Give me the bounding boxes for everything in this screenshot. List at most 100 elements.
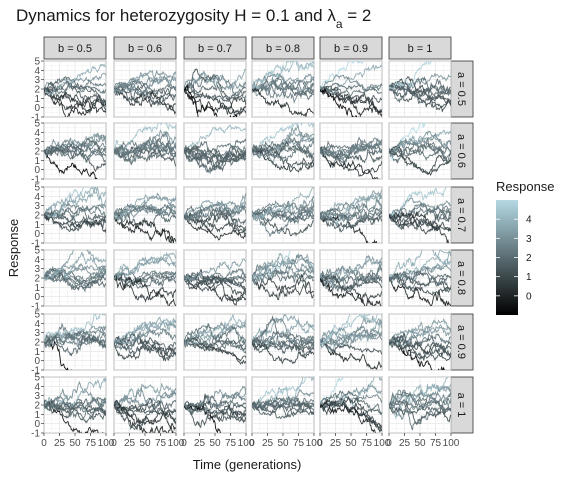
series-line <box>44 201 106 221</box>
facet-panel <box>183 249 247 307</box>
facet-panel <box>319 249 383 307</box>
facet-panel <box>319 60 383 118</box>
facet-panel <box>388 122 452 180</box>
y-tick-label: 5 <box>34 310 40 321</box>
y-tick-label: 2 <box>34 401 40 412</box>
series-line <box>44 400 106 413</box>
y-tick-label: 4 <box>34 255 40 266</box>
series-line <box>389 136 451 162</box>
x-tick-label: 100 <box>306 438 323 449</box>
series-line <box>44 205 106 222</box>
series-line <box>184 323 246 345</box>
series-line <box>184 85 246 103</box>
facet-column-label: b = 0.6 <box>128 43 162 55</box>
series-line <box>320 277 382 306</box>
y-tick-label: -1 <box>31 175 40 186</box>
series-line <box>184 84 246 101</box>
series-line <box>389 214 451 232</box>
series-line <box>320 390 382 415</box>
facet-column-label: b = 0.7 <box>198 43 232 55</box>
series-line <box>44 267 106 290</box>
series-line <box>320 314 382 345</box>
series-line <box>252 330 314 358</box>
series-line <box>114 201 176 222</box>
series-line <box>252 254 314 283</box>
series-line <box>252 79 314 96</box>
facet-column-label: b = 0.5 <box>58 43 92 55</box>
facet-panel <box>251 186 315 244</box>
legend-title: Response <box>496 179 555 194</box>
series-line <box>320 257 382 288</box>
series-line <box>252 317 314 345</box>
series-line <box>389 377 451 420</box>
series-line <box>44 149 98 179</box>
series-line <box>44 78 106 109</box>
series-line <box>320 377 374 406</box>
facet-row-strip: a = 0.6 <box>450 122 474 180</box>
series-line <box>184 144 246 161</box>
y-axis-label: Response <box>6 219 21 278</box>
series-line <box>184 141 246 164</box>
series-line <box>44 328 106 350</box>
y-tick-label: -1 <box>31 366 40 377</box>
facet-column-strip: b = 0.6 <box>113 36 177 60</box>
facet-panel <box>251 122 315 180</box>
series-line <box>320 146 379 179</box>
y-tick-label: 1 <box>34 156 40 167</box>
facet-panel <box>388 249 452 307</box>
facet-row-strip: a = 0.9 <box>450 313 474 371</box>
y-tick-label: 5 <box>34 373 40 384</box>
chart-title-subscript: a <box>336 17 343 31</box>
series-line <box>44 206 106 225</box>
series-line <box>320 74 382 91</box>
legend-color-bar <box>496 200 518 315</box>
series-line <box>320 274 382 302</box>
series-line <box>389 84 451 104</box>
series-line <box>184 124 246 152</box>
series-line <box>44 88 106 115</box>
series-line <box>114 69 176 94</box>
facet-column-label: b = 0.9 <box>334 43 368 55</box>
series-line <box>320 321 382 343</box>
y-tick-label: -1 <box>31 302 40 313</box>
x-tick-label: 25 <box>262 438 274 449</box>
series-line <box>320 83 382 97</box>
y-tick-label: 4 <box>34 66 40 77</box>
series-line <box>184 200 246 222</box>
y-tick-label: 3 <box>34 328 40 339</box>
series-line <box>114 400 176 426</box>
facet-panel <box>319 122 383 180</box>
series-line <box>389 340 451 359</box>
series-line <box>114 140 176 154</box>
series-line <box>320 325 382 348</box>
series-line <box>44 339 72 370</box>
facet-panel <box>183 60 247 118</box>
legend-tick-label: 1 <box>526 272 532 283</box>
series-line <box>44 187 92 219</box>
series-line <box>44 137 106 163</box>
series-line <box>252 396 314 411</box>
facet-panel <box>251 313 315 371</box>
facet-panel <box>43 376 107 434</box>
x-tick-label: 0 <box>249 438 255 449</box>
series-line <box>114 257 176 279</box>
series-line <box>389 273 451 296</box>
y-tick-label: 2 <box>34 274 40 285</box>
y-tick-label: -1 <box>31 429 40 440</box>
facet-panel <box>319 376 383 434</box>
x-tick-label: 0 <box>386 438 392 449</box>
x-tick-label: 75 <box>293 438 305 449</box>
series-line <box>44 213 106 234</box>
x-tick-label: 0 <box>181 438 187 449</box>
series-line <box>252 261 314 283</box>
series-line <box>389 76 451 111</box>
series-line <box>389 391 451 414</box>
series-line <box>320 199 382 223</box>
series-line <box>44 86 106 117</box>
series-line <box>44 326 106 349</box>
series-line <box>389 145 451 177</box>
color-legend: Response 0 1 2 3 4 <box>496 179 555 315</box>
chart-title: Dynamics for heterozygosity H = 0.1 and … <box>16 6 371 31</box>
facet-panel <box>113 249 177 307</box>
